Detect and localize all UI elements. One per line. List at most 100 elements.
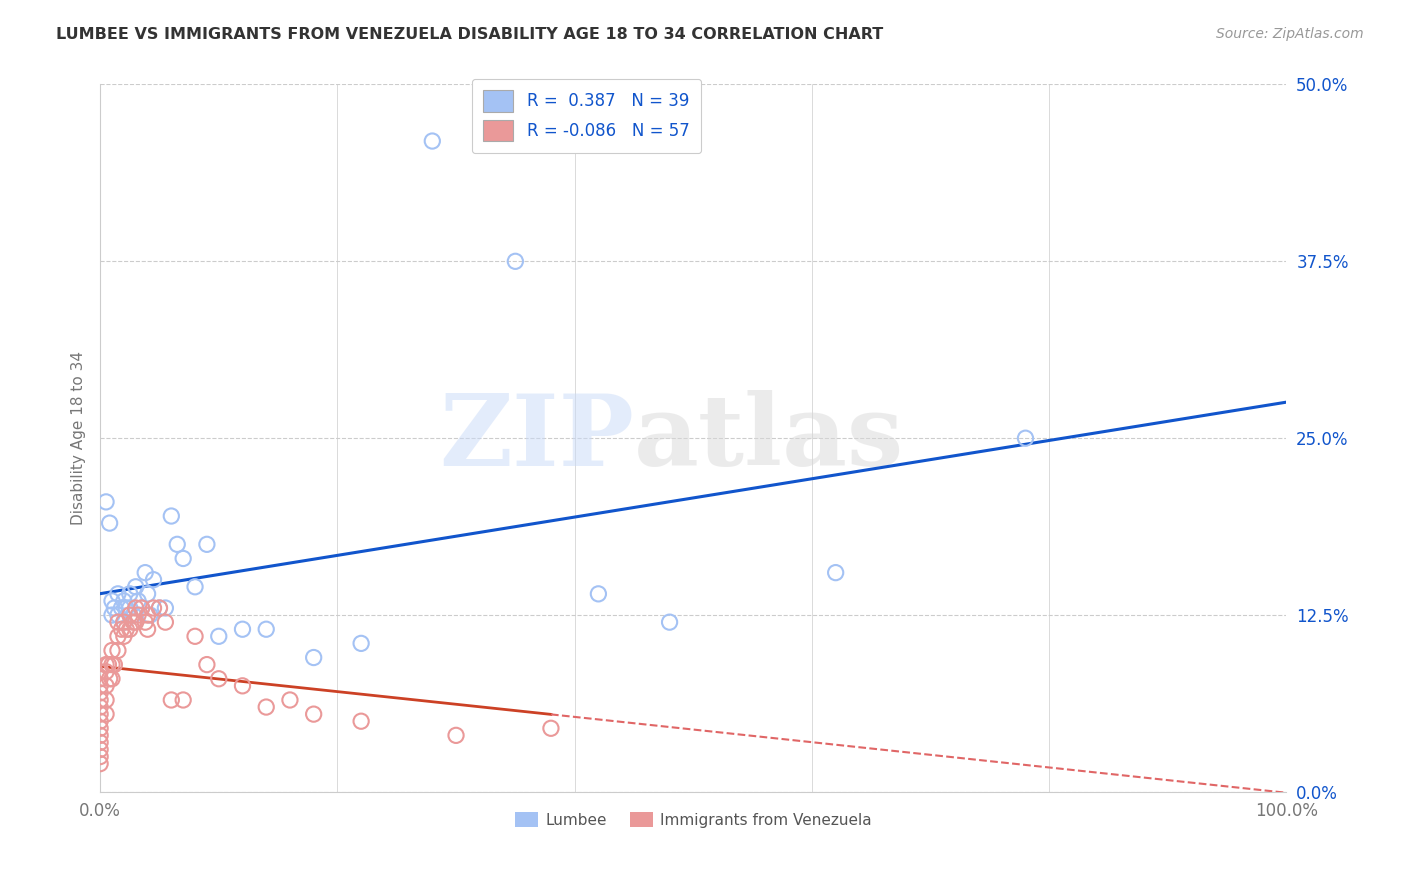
Point [89,728,111,742]
Point [107,608,129,623]
Point [160,693,183,707]
Point [110,622,132,636]
Point [125,580,148,594]
Point [420,134,443,148]
Point [658,615,681,629]
Point [101,608,124,623]
Point [118,608,141,623]
Point [195,537,218,551]
Point [184,580,207,594]
Point [350,714,373,729]
Point [134,566,156,580]
Text: LUMBEE VS IMMIGRANTS FROM VENEZUELA DISABILITY AGE 18 TO 34 CORRELATION CHART: LUMBEE VS IMMIGRANTS FROM VENEZUELA DISA… [56,27,883,42]
Point [94,495,117,509]
Point [136,622,159,636]
Point [89,686,111,700]
Point [101,672,124,686]
Point [103,601,125,615]
Point [824,566,846,580]
Point [1014,431,1036,445]
Point [540,721,562,735]
Point [131,601,153,615]
Text: ZIP: ZIP [439,390,634,487]
Point [148,601,170,615]
Legend: Lumbee, Immigrants from Venezuela: Lumbee, Immigrants from Venezuela [509,805,877,834]
Point [89,665,111,679]
Point [89,707,111,722]
Point [148,601,170,615]
Text: atlas: atlas [634,390,904,487]
Point [89,749,111,764]
Point [107,643,129,657]
Point [350,636,373,650]
Point [172,693,194,707]
Point [103,657,125,672]
Point [89,714,111,729]
Point [134,615,156,629]
Point [160,509,183,524]
Point [122,615,145,629]
Point [231,622,253,636]
Point [184,629,207,643]
Point [115,601,138,615]
Point [89,721,111,735]
Point [98,516,121,530]
Point [142,601,165,615]
Point [444,728,467,742]
Point [505,254,527,268]
Point [107,615,129,629]
Point [89,679,111,693]
Point [94,665,117,679]
Point [89,700,111,714]
Point [127,594,149,608]
Point [94,679,117,693]
Point [139,608,162,623]
Point [118,601,141,615]
Point [155,615,177,629]
Point [101,657,124,672]
Point [208,629,231,643]
Point [112,615,135,629]
Point [302,707,325,722]
Point [94,707,117,722]
Point [125,615,148,629]
Point [172,551,194,566]
Point [588,587,610,601]
Point [112,615,135,629]
Y-axis label: Disability Age 18 to 34: Disability Age 18 to 34 [72,351,86,525]
Point [101,594,124,608]
Point [254,622,277,636]
Point [122,608,145,623]
Point [127,608,149,623]
Point [231,679,253,693]
Point [136,587,159,601]
Point [302,650,325,665]
Point [94,657,117,672]
Point [254,700,277,714]
Point [136,608,159,623]
Point [115,622,138,636]
Point [278,693,301,707]
Point [118,622,141,636]
Point [94,693,117,707]
Point [112,629,135,643]
Point [89,672,111,686]
Point [97,657,120,672]
Point [142,573,165,587]
Point [155,601,177,615]
Point [89,693,111,707]
Point [89,742,111,756]
Point [110,601,132,615]
Point [98,672,121,686]
Point [107,629,129,643]
Point [112,594,135,608]
Point [89,735,111,749]
Text: Source: ZipAtlas.com: Source: ZipAtlas.com [1216,27,1364,41]
Point [195,657,218,672]
Point [125,601,148,615]
Point [107,587,129,601]
Point [208,672,231,686]
Point [166,537,188,551]
Point [131,601,153,615]
Point [89,756,111,771]
